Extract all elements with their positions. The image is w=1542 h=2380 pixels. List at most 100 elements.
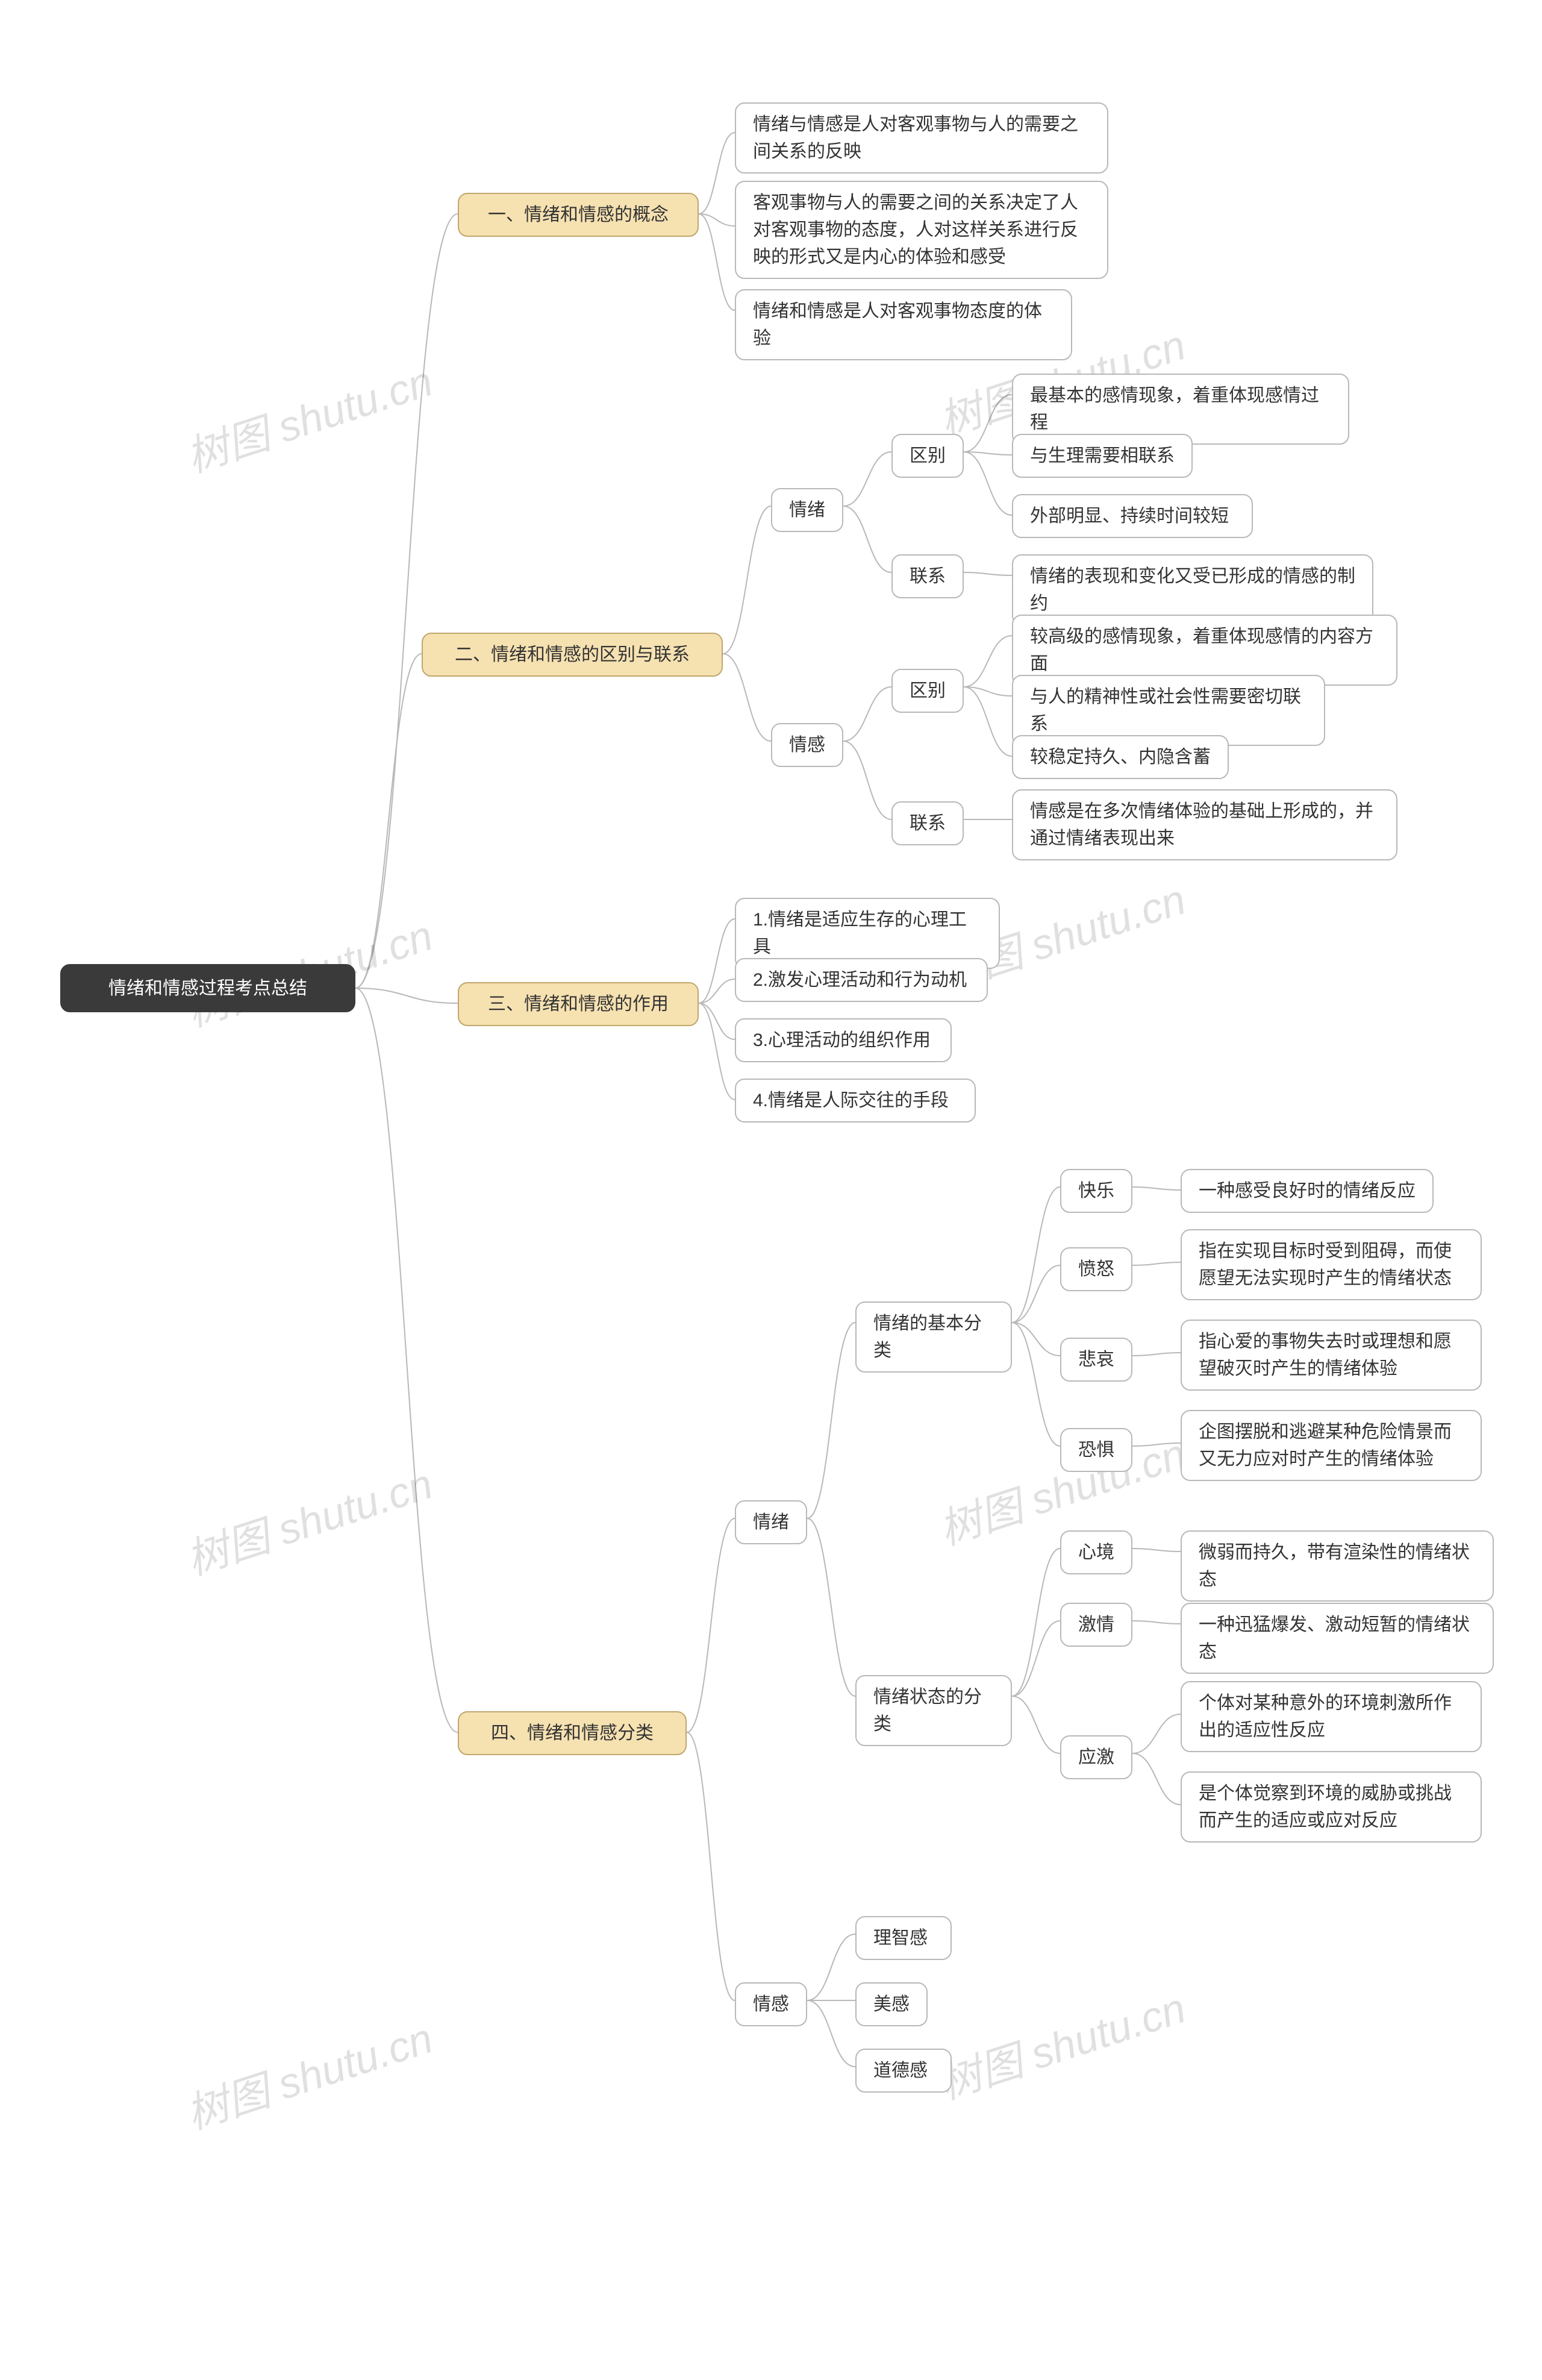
mindmap-node-b2a[interactable]: 情绪 (771, 488, 843, 532)
mindmap-node-b4b[interactable]: 情感 (735, 1982, 807, 2026)
node-label: 一种迅猛爆发、激动短暂的情绪状态 (1199, 1611, 1476, 1665)
mindmap-node-b2b[interactable]: 情感 (771, 723, 843, 767)
mindmap-node-b4a1c[interactable]: 悲哀 (1060, 1338, 1132, 1382)
edge-b4a2a-b4a2ax (1132, 1549, 1181, 1552)
mindmap-node-b2b1[interactable]: 区别 (891, 669, 964, 713)
edge-b3-b3c2 (699, 979, 735, 1003)
edge-b4a2b-b4a2bx (1132, 1621, 1181, 1624)
node-label: 4.情绪是人际交往的手段 (753, 1087, 949, 1114)
node-label: 三、情绪和情感的作用 (488, 991, 669, 1018)
mindmap-node-b4b3[interactable]: 道德感 (855, 2049, 952, 2093)
mindmap-node-b4a1a[interactable]: 快乐 (1060, 1169, 1132, 1213)
edge-b4b-b4b1 (807, 1934, 855, 2000)
mindmap-node-b2b2a[interactable]: 情感是在多次情绪体验的基础上形成的，并通过情绪表现出来 (1012, 789, 1397, 860)
mindmap-node-b2b1c[interactable]: 较稳定持久、内隐含蓄 (1012, 735, 1229, 779)
mindmap-node-b1c2[interactable]: 客观事物与人的需要之间的关系决定了人对客观事物的态度，人对这样关系进行反映的形式… (735, 181, 1108, 279)
node-label: 最基本的感情现象，着重体现感情过程 (1030, 382, 1331, 436)
edge-b4a2c-b4a2cx2 (1132, 1753, 1181, 1805)
edge-b4a1a-b4a1ax (1132, 1187, 1181, 1190)
mindmap-node-b1c1[interactable]: 情绪与情感是人对客观事物与人的需要之间关系的反映 (735, 102, 1108, 174)
node-label: 较稳定持久、内隐含蓄 (1030, 744, 1211, 771)
node-label: 情绪状态的分类 (873, 1683, 994, 1738)
mindmap-node-b4a2cx1[interactable]: 个体对某种意外的环境刺激所作出的适应性反应 (1181, 1681, 1482, 1752)
mindmap-node-b4a1b[interactable]: 愤怒 (1060, 1247, 1132, 1291)
node-label: 是个体觉察到环境的威胁或挑战而产生的适应或应对反应 (1199, 1780, 1464, 1834)
mindmap-node-b2b2[interactable]: 联系 (891, 801, 964, 845)
edge-b3-b3c4 (699, 1003, 735, 1100)
edge-b4a-b4a2 (807, 1518, 855, 1696)
node-label: 3.心理活动的组织作用 (753, 1027, 931, 1054)
node-label: 情绪和情感是人对客观事物态度的体验 (753, 298, 1054, 352)
mindmap-node-b4a1cx[interactable]: 指心爱的事物失去时或理想和愿望破灭时产生的情绪体验 (1181, 1320, 1482, 1391)
node-label: 情绪的表现和变化又受已形成的情感的制约 (1030, 563, 1355, 617)
node-label: 情绪与情感是人对客观事物与人的需要之间关系的反映 (753, 111, 1090, 165)
node-label: 悲哀 (1078, 1346, 1114, 1373)
mindmap-node-b4a2b[interactable]: 激情 (1060, 1603, 1132, 1647)
node-label: 美感 (873, 1991, 910, 2018)
mindmap-node-b4b1[interactable]: 理智感 (855, 1916, 952, 1960)
edge-b4b-b4b3 (807, 2000, 855, 2067)
mindmap-node-b4a1[interactable]: 情绪的基本分类 (855, 1301, 1012, 1373)
edge-b2b1-b2b1c (964, 687, 1012, 756)
mindmap-node-b4b2[interactable]: 美感 (855, 1982, 928, 2026)
edge-b2a1-b2a1a (964, 395, 1012, 452)
mindmap-node-b2a1b[interactable]: 与生理需要相联系 (1012, 434, 1193, 478)
edge-b4a2-b4a2b (1012, 1621, 1060, 1696)
node-label: 情绪 (753, 1509, 789, 1536)
mindmap-node-b4a1d[interactable]: 恐惧 (1060, 1428, 1132, 1472)
mindmap-node-b1c3[interactable]: 情绪和情感是人对客观事物态度的体验 (735, 289, 1072, 360)
mindmap-node-b4a2[interactable]: 情绪状态的分类 (855, 1675, 1012, 1746)
edge-root-b4 (355, 988, 458, 1732)
node-label: 快乐 (1078, 1177, 1114, 1204)
mindmap-node-b4a2c[interactable]: 应激 (1060, 1735, 1132, 1779)
mindmap-node-root[interactable]: 情绪和情感过程考点总结 (60, 964, 355, 1012)
edge-b3-b3c1 (699, 919, 735, 1003)
edge-b4a1b-b4a1bx (1132, 1262, 1181, 1265)
watermark: 树图 shutu.cn (178, 2005, 440, 2141)
edge-b4a2-b4a2a (1012, 1549, 1060, 1696)
mindmap-node-b3c2[interactable]: 2.激发心理活动和行为动机 (735, 958, 988, 1002)
mindmap-node-b3[interactable]: 三、情绪和情感的作用 (458, 982, 699, 1026)
node-label: 情感 (753, 1991, 789, 2018)
mindmap-node-b4a2ax[interactable]: 微弱而持久，带有渲染性的情绪状态 (1181, 1530, 1494, 1602)
node-label: 联系 (910, 810, 946, 837)
edge-b2-b2b (723, 654, 771, 741)
mindmap-node-b3c4[interactable]: 4.情绪是人际交往的手段 (735, 1079, 976, 1123)
mindmap-node-b4a2cx2[interactable]: 是个体觉察到环境的威胁或挑战而产生的适应或应对反应 (1181, 1771, 1482, 1843)
mindmap-node-b2[interactable]: 二、情绪和情感的区别与联系 (422, 633, 723, 677)
mindmap-node-b4[interactable]: 四、情绪和情感分类 (458, 1711, 687, 1755)
mindmap-node-b2a1[interactable]: 区别 (891, 434, 964, 478)
node-label: 客观事物与人的需要之间的关系决定了人对客观事物的态度，人对这样关系进行反映的形式… (753, 189, 1090, 271)
edge-b2a1-b2a1c (964, 452, 1012, 515)
node-label: 理智感 (873, 1924, 928, 1952)
edge-b4a2-b4a2c (1012, 1696, 1060, 1753)
edge-b2b1-b2b1a (964, 636, 1012, 687)
edge-b1-b1c1 (699, 133, 735, 214)
mindmap-node-b4a1dx[interactable]: 企图摆脱和逃避某种危险情景而又无力应对时产生的情绪体验 (1181, 1410, 1482, 1481)
mindmap-node-b4a1bx[interactable]: 指在实现目标时受到阻碍，而使愿望无法实现时产生的情绪状态 (1181, 1229, 1482, 1300)
edge-b2-b2a (723, 506, 771, 654)
watermark: 树图 shutu.cn (178, 348, 440, 484)
edge-root-b2 (355, 654, 422, 988)
edge-b4a1-b4a1c (1012, 1323, 1060, 1356)
mindmap-node-b4a1ax[interactable]: 一种感受良好时的情绪反应 (1181, 1169, 1434, 1213)
mindmap-node-b2a1c[interactable]: 外部明显、持续时间较短 (1012, 494, 1253, 538)
node-label: 四、情绪和情感分类 (491, 1720, 654, 1747)
mindmap-node-b3c3[interactable]: 3.心理活动的组织作用 (735, 1018, 952, 1062)
mindmap-node-b1[interactable]: 一、情绪和情感的概念 (458, 193, 699, 237)
edge-b1-b1c2 (699, 214, 735, 226)
node-label: 与人的精神性或社会性需要密切联系 (1030, 683, 1307, 737)
mindmap-node-b4a[interactable]: 情绪 (735, 1500, 807, 1544)
node-label: 道德感 (873, 2057, 928, 2084)
node-label: 指心爱的事物失去时或理想和愿望破灭时产生的情绪体验 (1199, 1328, 1464, 1382)
edge-b2a2-b2a2a (964, 572, 1012, 575)
edge-b4a1-b4a1a (1012, 1187, 1060, 1323)
node-label: 较高级的感情现象，着重体现感情的内容方面 (1030, 623, 1379, 677)
edge-root-b1 (355, 214, 458, 988)
mindmap-node-b4a2a[interactable]: 心境 (1060, 1530, 1132, 1574)
edge-b2b1-b2b1b (964, 687, 1012, 696)
mindmap-node-b4a2bx[interactable]: 一种迅猛爆发、激动短暂的情绪状态 (1181, 1603, 1494, 1674)
edge-root-b3 (355, 988, 458, 1003)
mindmap-node-b2a2[interactable]: 联系 (891, 554, 964, 598)
edge-b4a1-b4a1d (1012, 1323, 1060, 1446)
